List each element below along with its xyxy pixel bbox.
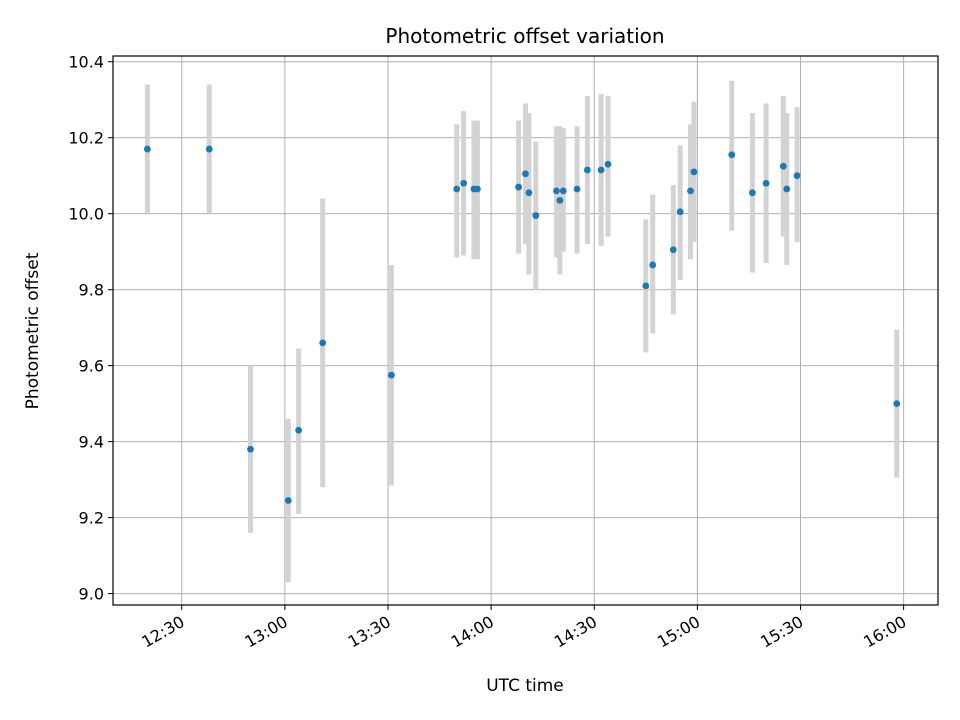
x-axis-label: UTC time xyxy=(486,676,564,696)
data-points xyxy=(143,145,901,504)
data-point xyxy=(553,187,560,195)
y-axis-ticks: 9.0 9.2 9.4 9.6 9.8 10.0 10.2 10.4 xyxy=(68,53,113,604)
y-tick-label: 10.4 xyxy=(68,53,104,72)
y-tick-label: 9.8 xyxy=(79,281,104,300)
data-point xyxy=(284,497,292,504)
data-point xyxy=(453,185,461,193)
data-point xyxy=(779,162,787,170)
data-point xyxy=(525,189,533,197)
data-point xyxy=(728,151,736,159)
data-point xyxy=(295,426,303,434)
data-point xyxy=(460,179,468,187)
y-tick-label: 9.2 xyxy=(79,509,104,528)
data-point xyxy=(583,166,591,174)
data-point xyxy=(515,183,523,191)
y-tick-label: 10.0 xyxy=(68,205,104,224)
data-point xyxy=(669,246,677,254)
data-point xyxy=(556,196,564,204)
y-tick-label: 9.6 xyxy=(79,357,104,376)
data-point xyxy=(783,185,791,193)
data-point xyxy=(573,185,581,193)
data-point xyxy=(649,261,657,269)
data-point xyxy=(597,166,605,174)
data-point xyxy=(473,185,481,193)
data-point xyxy=(247,445,254,453)
data-point xyxy=(604,160,612,168)
data-point xyxy=(893,400,901,408)
data-point xyxy=(532,212,540,219)
y-tick-label: 10.2 xyxy=(68,129,104,148)
data-point xyxy=(388,371,395,379)
plot-area-frame xyxy=(112,55,939,606)
data-point xyxy=(676,208,684,216)
data-point xyxy=(559,187,567,195)
y-tick-label: 9.0 xyxy=(79,585,104,604)
y-tick-label: 9.4 xyxy=(79,433,104,452)
data-point xyxy=(762,179,770,187)
data-point xyxy=(748,189,756,197)
data-point xyxy=(522,170,529,178)
y-axis-label: Photometric offset xyxy=(23,252,43,409)
chart-title: Photometric offset variation xyxy=(385,24,664,48)
data-point xyxy=(642,282,650,290)
data-point xyxy=(793,172,801,180)
data-point xyxy=(687,187,694,195)
data-point xyxy=(319,339,327,347)
data-point xyxy=(143,145,151,153)
data-point xyxy=(690,168,698,176)
data-point xyxy=(205,145,213,153)
